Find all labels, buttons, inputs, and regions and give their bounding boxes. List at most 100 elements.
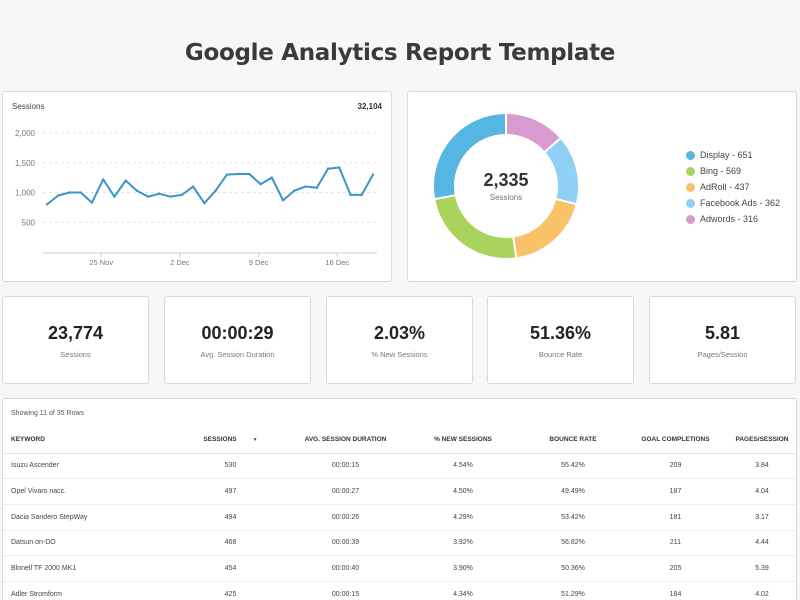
cell-keyword: Dacia Sandero StepWay <box>3 504 173 531</box>
cell-bounce-rate: 55.42% <box>523 453 623 480</box>
legend-item[interactable]: AdRoll - 437 <box>686 179 780 195</box>
cell-pages-per-session: 4.04 <box>728 478 796 505</box>
data-point[interactable] <box>293 189 296 192</box>
table-row[interactable]: Dacia Sandero StepWay 494 00:00:26 4.29%… <box>3 504 796 531</box>
donut-slice-display[interactable] <box>432 111 507 201</box>
kpi-label: Pages/Session <box>697 350 748 359</box>
data-point[interactable] <box>135 189 139 192</box>
data-point[interactable] <box>304 185 307 188</box>
legend-item[interactable]: Facebook Ads - 362 <box>686 195 780 211</box>
data-point[interactable] <box>315 186 318 189</box>
kpi-value: 5.81 <box>704 323 741 343</box>
x-tick-label: 25 Nov <box>89 258 113 267</box>
cell-new-sessions: 4.29% <box>403 504 523 531</box>
page-title: Google Analytics Report Template <box>184 40 616 66</box>
data-point[interactable] <box>270 176 274 179</box>
data-point[interactable] <box>79 191 82 194</box>
data-point[interactable] <box>371 173 375 176</box>
data-point[interactable] <box>338 166 341 169</box>
cell-sessions: 497 <box>173 478 288 505</box>
chart-total: 32,104 <box>357 102 382 111</box>
donut-legend: Display - 651 Bing - 569 AdRoll - 437 Fa… <box>686 147 780 227</box>
kpi-label: Bounce Rate <box>538 350 583 359</box>
cell-avg-session-duration: 00:00:15 <box>288 581 403 600</box>
kpi-value: 00:00:29 <box>201 323 274 343</box>
cell-goal-completions: 187 <box>623 478 728 505</box>
data-point[interactable] <box>146 195 150 198</box>
data-point[interactable] <box>191 185 195 188</box>
donut-slice-bing[interactable] <box>433 194 518 260</box>
column-header-new-sessions[interactable]: % NEW SESSIONS <box>403 427 523 454</box>
data-point[interactable] <box>326 167 330 170</box>
data-point[interactable] <box>68 191 71 194</box>
cell-pages-per-session: 4.44 <box>728 530 796 557</box>
donut-center-label: Sessions <box>489 193 523 202</box>
column-header-pages-per-session[interactable]: PAGES/SESSION <box>728 427 796 454</box>
kpi-label: Sessions <box>60 350 91 359</box>
data-point[interactable] <box>349 193 352 197</box>
data-point[interactable] <box>203 202 206 205</box>
sort-down-icon[interactable]: ▼ <box>252 436 258 443</box>
legend-item[interactable]: Bing - 569 <box>686 163 780 179</box>
cell-sessions: 530 <box>173 453 288 480</box>
table-row[interactable]: Datsun on-DO 468 00:00:39 3.92% 56.82% 2… <box>3 530 796 557</box>
kpi-card-sessions: 23,774 Sessions <box>2 296 149 384</box>
data-point[interactable] <box>158 192 161 195</box>
data-point[interactable] <box>360 193 363 197</box>
donut-slice-adroll[interactable] <box>512 197 578 260</box>
legend-label: Facebook Ads - 362 <box>700 198 781 208</box>
legend-item[interactable]: Display - 651 <box>686 147 780 163</box>
table-row[interactable]: Adler Stromform 425 00:00:15 4.34% 51.29… <box>3 581 796 600</box>
cell-sessions: 425 <box>173 581 288 600</box>
cell-keyword: Isuzu Ascender <box>3 453 173 480</box>
chart-label: Sessions <box>12 102 45 111</box>
legend-item[interactable]: Adwords - 316 <box>686 211 780 227</box>
data-point[interactable] <box>225 173 229 176</box>
column-header-goal-completions[interactable]: GOAL COMPLETIONS <box>623 427 728 454</box>
kpi-value: 2.03% <box>373 323 426 343</box>
column-header-avg-session-duration[interactable]: AVG. SESSION DURATION <box>288 427 403 454</box>
cell-new-sessions: 3.92% <box>403 530 523 557</box>
data-point[interactable] <box>248 172 251 176</box>
kpi-value: 51.36% <box>529 323 592 343</box>
keyword-table: KEYWORD SESSIONS ▼ AVG. SESSION DURATION … <box>3 427 796 600</box>
data-point[interactable] <box>259 182 262 186</box>
cell-new-sessions: 4.34% <box>403 581 523 600</box>
column-header-bounce-rate[interactable]: BOUNCE RATE <box>523 427 623 454</box>
column-header-keyword[interactable]: KEYWORD <box>3 427 173 454</box>
cell-goal-completions: 181 <box>623 504 728 531</box>
data-point[interactable] <box>180 193 184 197</box>
sessions-donut-chart <box>432 111 580 260</box>
data-point[interactable] <box>281 199 285 202</box>
data-point[interactable] <box>124 179 127 182</box>
table-row[interactable]: Isuzu Ascender 530 00:00:15 4.54% 55.42%… <box>3 453 796 480</box>
table-row[interactable]: Blonell TF 2000 MK1 454 00:00:40 3.90% 5… <box>3 555 796 582</box>
cell-bounce-rate: 49.49% <box>523 478 623 505</box>
legend-dot-icon <box>686 198 695 208</box>
data-point[interactable] <box>214 189 217 192</box>
data-point[interactable] <box>90 201 94 204</box>
table-row[interactable]: Opel Vivaro nacc. 497 00:00:27 4.50% 49.… <box>3 478 796 505</box>
y-tick-label: 500 <box>22 218 36 227</box>
data-point[interactable] <box>45 203 49 206</box>
y-tick-label: 2,000 <box>15 129 36 138</box>
data-point[interactable] <box>113 195 116 198</box>
sessions-line-chart-card: Sessions 32,104 2,000 1,500 1,000 500 25 Nov… <box>2 91 392 282</box>
cell-bounce-rate: 53.42% <box>523 504 623 531</box>
cell-pages-per-session: 5.39 <box>728 555 796 582</box>
cell-goal-completions: 209 <box>623 453 728 480</box>
kpi-label: % New Sessions <box>371 350 428 359</box>
data-point[interactable] <box>57 194 60 197</box>
donut-center-value: 2,335 <box>483 170 529 190</box>
table-header-row: KEYWORD SESSIONS ▼ AVG. SESSION DURATION … <box>3 427 796 454</box>
column-header-sessions[interactable]: SESSIONS ▼ <box>173 427 288 454</box>
cell-new-sessions: 3.90% <box>403 555 523 582</box>
cell-keyword: Datsun on-DO <box>3 530 173 557</box>
cell-sessions: 494 <box>173 504 288 531</box>
data-point[interactable] <box>169 195 172 198</box>
data-point[interactable] <box>236 172 240 176</box>
legend-label: AdRoll - 437 <box>700 182 750 192</box>
data-point[interactable] <box>102 178 105 181</box>
cell-bounce-rate: 50.36% <box>523 555 623 582</box>
kpi-value: 23,774 <box>47 323 104 343</box>
